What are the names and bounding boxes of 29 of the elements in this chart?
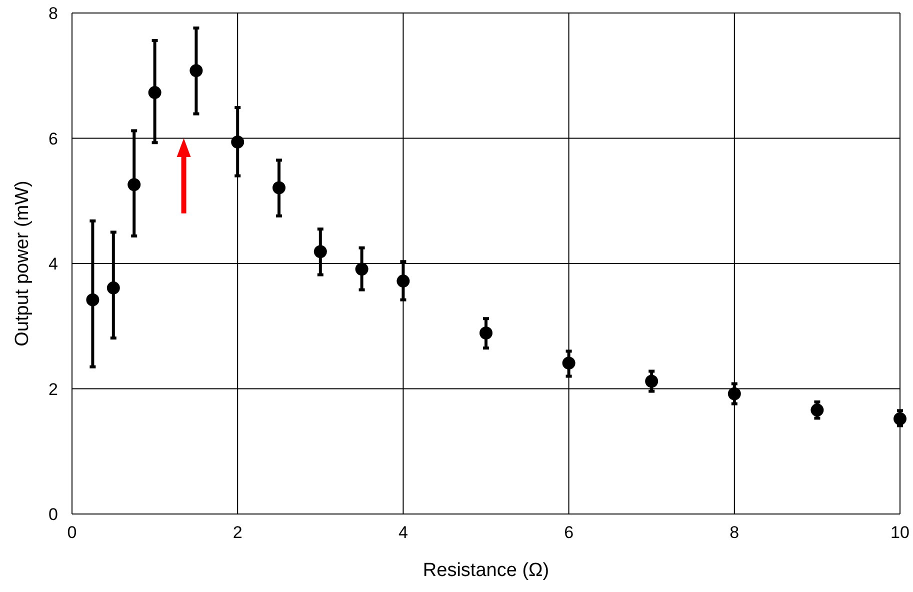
point [728, 387, 741, 400]
x-tick-label: 4 [398, 523, 408, 542]
point [86, 293, 100, 306]
y-tick-label: 0 [48, 505, 58, 524]
point [480, 326, 492, 340]
point [106, 281, 120, 294]
x-tick-label: 2 [232, 523, 242, 542]
point [314, 245, 327, 258]
x-tick-label: 8 [730, 523, 740, 542]
y-tick-label: 6 [48, 129, 58, 148]
point [128, 178, 141, 192]
point [396, 274, 410, 288]
point [148, 86, 162, 100]
point [231, 136, 244, 149]
y-tick-label: 8 [48, 4, 58, 23]
y-tick-label: 2 [48, 380, 58, 399]
x-axis-title: Resistance (Ω) [422, 560, 550, 581]
point [272, 181, 286, 194]
point [562, 356, 576, 370]
y-tick-label: 4 [48, 254, 58, 274]
point [894, 412, 906, 426]
y-axis-title: Output power (mW) [12, 180, 33, 346]
point [190, 64, 203, 78]
point [810, 404, 824, 417]
point [355, 262, 368, 276]
x-tick-label: 0 [67, 523, 77, 542]
point [645, 374, 658, 388]
x-tick-label: 10 [890, 523, 910, 542]
x-tick-label: 6 [564, 523, 574, 542]
